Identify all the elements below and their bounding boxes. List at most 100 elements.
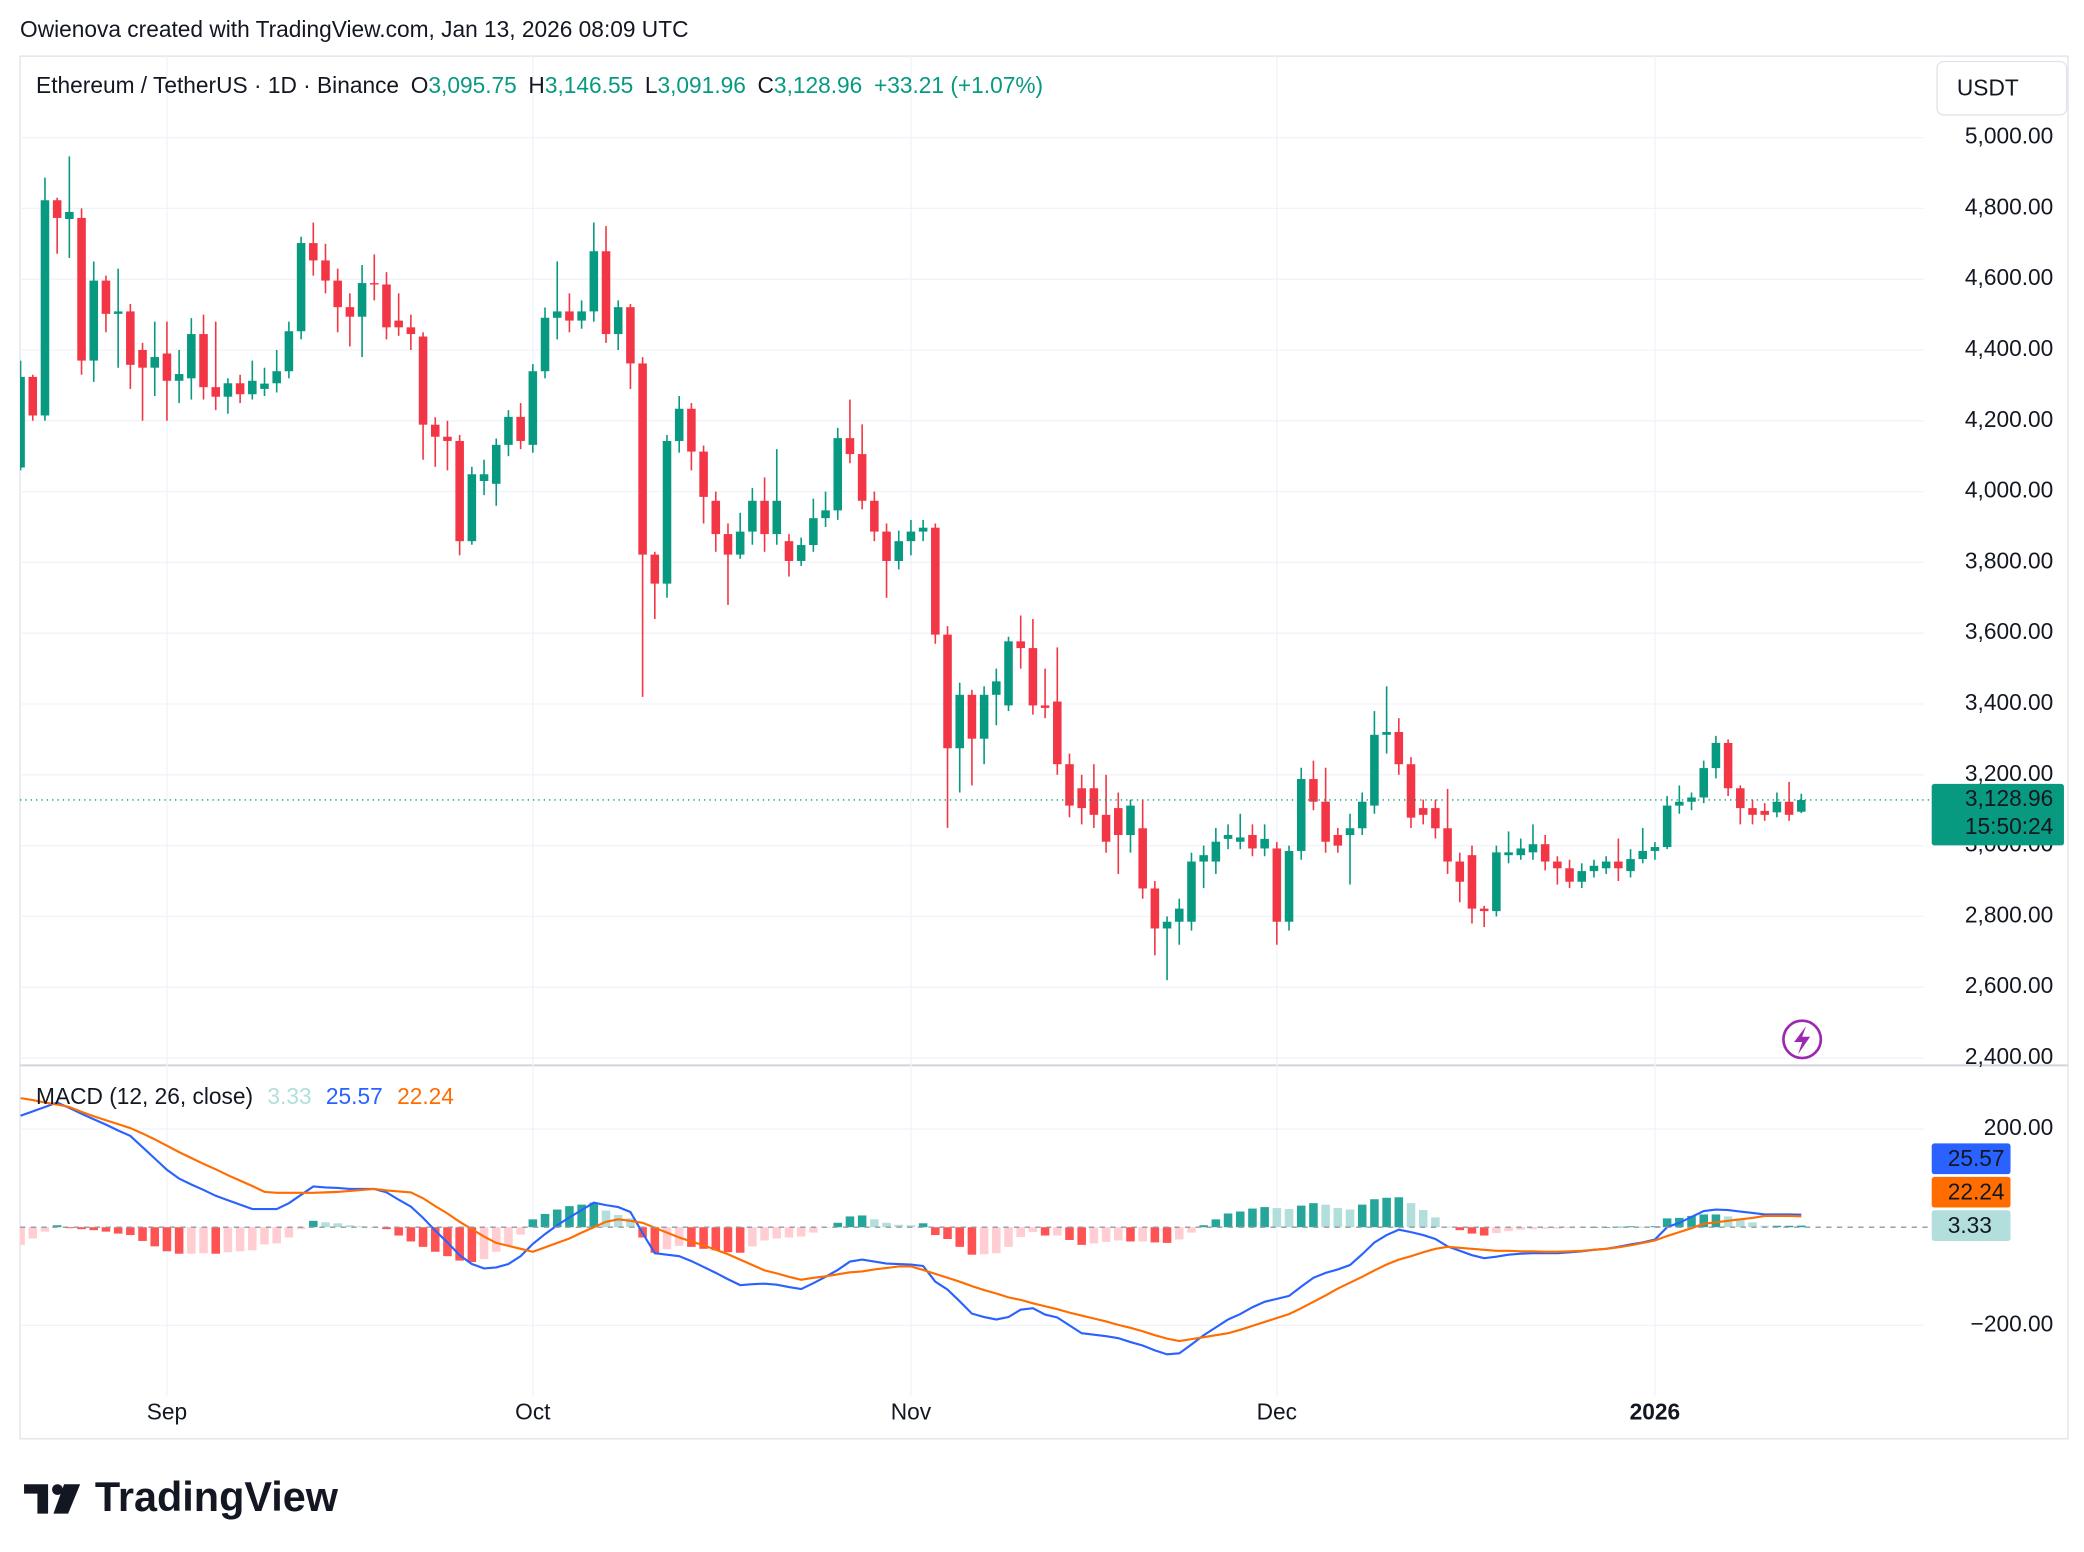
histogram-bar bbox=[809, 1227, 818, 1233]
candle-body bbox=[1211, 841, 1221, 862]
histogram-bar bbox=[1760, 1225, 1769, 1228]
histogram-bar bbox=[1016, 1227, 1025, 1238]
value-tag-label: 25.57 bbox=[1948, 1145, 2005, 1171]
candle-body bbox=[748, 500, 757, 532]
histogram-bar bbox=[52, 1225, 62, 1228]
candle-body bbox=[1370, 734, 1379, 806]
last-price-tag bbox=[1931, 783, 2064, 846]
histogram-bar bbox=[260, 1227, 269, 1245]
y-tick-label: 4,400.00 bbox=[1965, 335, 2053, 361]
y-tick-label: 2,400.00 bbox=[1965, 1043, 2053, 1069]
candle-body bbox=[662, 440, 672, 584]
candle-body bbox=[1638, 850, 1648, 860]
candle-body bbox=[1004, 641, 1013, 706]
candle-body bbox=[1455, 861, 1465, 882]
candle-body bbox=[638, 363, 647, 555]
candle-body bbox=[711, 500, 721, 535]
histogram-bar bbox=[187, 1227, 196, 1254]
candle-body bbox=[967, 694, 977, 739]
histogram-bar bbox=[845, 1216, 855, 1228]
value-tag-label: 3.33 bbox=[1948, 1212, 1992, 1238]
candle-body bbox=[516, 416, 525, 441]
candle-body bbox=[113, 311, 123, 314]
attribution: Owienova created with TradingView.com, J… bbox=[20, 16, 688, 42]
legend-value: 3,146.55 bbox=[545, 72, 633, 98]
histogram-bar bbox=[150, 1227, 160, 1247]
legend-key: C bbox=[758, 72, 774, 98]
candle-body bbox=[589, 251, 599, 312]
candle-body bbox=[150, 357, 160, 368]
axes: 2,400.002,600.002,800.003,000.003,200.00… bbox=[20, 123, 2064, 1424]
histogram-bar bbox=[1248, 1208, 1257, 1228]
brand-name: TradingView bbox=[95, 1474, 339, 1520]
currency-button[interactable] bbox=[1936, 60, 2068, 116]
candle-body bbox=[931, 527, 940, 635]
histogram-bar bbox=[1772, 1225, 1782, 1228]
candle-body bbox=[89, 280, 99, 361]
candle-body bbox=[1601, 861, 1611, 869]
candle-body bbox=[613, 307, 623, 335]
candle-body bbox=[601, 251, 611, 335]
x-tick-label: Dec bbox=[1257, 1398, 1297, 1424]
histogram-bar bbox=[126, 1227, 135, 1236]
candle-body bbox=[260, 383, 269, 389]
line-series bbox=[20, 1097, 1802, 1343]
histogram-bar bbox=[967, 1227, 977, 1255]
candle-body bbox=[1260, 838, 1269, 849]
candle-body bbox=[1467, 855, 1477, 909]
indicator-title: MACD (12, 26, close) bbox=[36, 1083, 253, 1109]
candle-body bbox=[1565, 868, 1574, 882]
histogram-bar bbox=[333, 1223, 342, 1228]
histogram-bar bbox=[955, 1227, 964, 1247]
candle-body bbox=[28, 376, 38, 416]
histogram-bar bbox=[1382, 1197, 1391, 1228]
histogram-bar bbox=[943, 1227, 952, 1239]
histogram-bar bbox=[1004, 1227, 1013, 1247]
histogram-bar bbox=[1699, 1214, 1708, 1228]
candle-body bbox=[1114, 808, 1123, 835]
candle-body bbox=[626, 307, 635, 364]
y-tick-label: 2,600.00 bbox=[1965, 972, 2053, 998]
candle-body bbox=[1589, 865, 1599, 872]
candle-body bbox=[735, 531, 745, 555]
histogram-bar bbox=[687, 1227, 696, 1247]
candle-body bbox=[1760, 810, 1769, 815]
y-tick-label: 3,200.00 bbox=[1965, 760, 2053, 786]
candle-body bbox=[552, 311, 562, 318]
candle-body bbox=[1699, 768, 1708, 798]
candle-body bbox=[1797, 799, 1806, 812]
histogram-bar bbox=[1223, 1213, 1233, 1228]
histogram-bar bbox=[1406, 1203, 1416, 1228]
alert-icon[interactable] bbox=[1782, 1019, 1823, 1060]
histogram-bar bbox=[455, 1227, 464, 1261]
histogram-bar bbox=[650, 1227, 660, 1253]
y-tick-label: 3,600.00 bbox=[1965, 618, 2053, 644]
legend-change: +33.21 (+1.07%) bbox=[874, 72, 1043, 98]
candle-body bbox=[1089, 788, 1099, 815]
candle-body bbox=[187, 334, 196, 379]
histogram-bar bbox=[1418, 1210, 1428, 1228]
histogram-bar bbox=[479, 1227, 489, 1260]
histogram-bar bbox=[723, 1227, 733, 1253]
histogram-bar bbox=[345, 1225, 355, 1228]
candle-body bbox=[394, 320, 403, 328]
y-tick-label: 3,400.00 bbox=[1965, 689, 2053, 715]
candle-body bbox=[309, 243, 318, 261]
histogram-bar bbox=[1650, 1226, 1660, 1228]
candle-body bbox=[77, 217, 86, 361]
alert-bolt[interactable] bbox=[1794, 1026, 1811, 1055]
candle-body bbox=[357, 283, 367, 317]
currency-label[interactable]: USDT bbox=[1957, 75, 2019, 101]
histogram-bar bbox=[1296, 1205, 1306, 1228]
candle-body bbox=[577, 311, 586, 321]
legend-key: O bbox=[411, 72, 429, 98]
histogram-bar bbox=[1443, 1226, 1452, 1228]
histogram-bar bbox=[272, 1227, 281, 1244]
candle-body bbox=[1577, 871, 1587, 882]
histogram-bar bbox=[1370, 1199, 1379, 1228]
candle-body bbox=[833, 438, 843, 511]
histogram-bar bbox=[1126, 1227, 1135, 1242]
candle-body bbox=[796, 545, 806, 561]
candle-body bbox=[1406, 764, 1416, 818]
candle-body bbox=[1016, 641, 1025, 649]
